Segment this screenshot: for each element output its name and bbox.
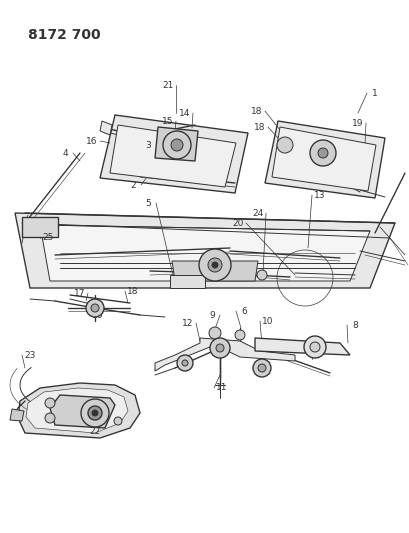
- Polygon shape: [172, 261, 257, 281]
- Polygon shape: [40, 225, 369, 281]
- Polygon shape: [100, 115, 247, 193]
- Text: 23: 23: [24, 351, 36, 359]
- Text: 9: 9: [209, 311, 214, 319]
- Text: 25: 25: [42, 233, 54, 243]
- Circle shape: [216, 344, 223, 352]
- Circle shape: [207, 258, 221, 272]
- Text: 3: 3: [145, 141, 151, 149]
- Circle shape: [252, 359, 270, 377]
- Circle shape: [114, 417, 122, 425]
- Polygon shape: [26, 388, 128, 433]
- Circle shape: [209, 327, 220, 339]
- Circle shape: [171, 139, 182, 151]
- Text: 14: 14: [179, 109, 190, 117]
- Polygon shape: [155, 338, 294, 371]
- Text: 15: 15: [162, 117, 173, 125]
- Text: 8: 8: [351, 320, 357, 329]
- Circle shape: [177, 355, 193, 371]
- Polygon shape: [22, 217, 58, 237]
- Circle shape: [198, 249, 230, 281]
- Circle shape: [86, 299, 104, 317]
- Text: 8172 700: 8172 700: [28, 28, 100, 42]
- Text: 5: 5: [145, 198, 151, 207]
- Text: 18: 18: [254, 123, 265, 132]
- Circle shape: [163, 131, 191, 159]
- Text: 4: 4: [62, 149, 67, 157]
- Text: 16: 16: [86, 136, 97, 146]
- Circle shape: [309, 140, 335, 166]
- Circle shape: [211, 262, 218, 268]
- Text: 22: 22: [89, 426, 100, 435]
- Circle shape: [91, 304, 99, 312]
- Text: 12: 12: [182, 319, 193, 327]
- Polygon shape: [155, 127, 198, 161]
- Circle shape: [303, 336, 325, 358]
- Circle shape: [81, 399, 109, 427]
- Text: 2: 2: [130, 181, 135, 190]
- Polygon shape: [170, 275, 204, 288]
- Text: 19: 19: [351, 118, 363, 127]
- Polygon shape: [110, 125, 236, 187]
- Text: 11: 11: [216, 384, 227, 392]
- Text: 20: 20: [232, 219, 243, 228]
- Circle shape: [45, 398, 55, 408]
- Text: 18: 18: [127, 287, 138, 295]
- Circle shape: [309, 342, 319, 352]
- Polygon shape: [18, 383, 139, 438]
- Text: 7: 7: [316, 346, 322, 356]
- Circle shape: [234, 330, 245, 340]
- Text: 16: 16: [92, 311, 103, 319]
- Text: 1: 1: [371, 88, 377, 98]
- Circle shape: [209, 338, 229, 358]
- Text: 13: 13: [313, 190, 325, 199]
- Text: 24: 24: [252, 208, 263, 217]
- Polygon shape: [254, 338, 349, 355]
- Text: 17: 17: [74, 288, 85, 297]
- Circle shape: [88, 406, 102, 420]
- Circle shape: [317, 148, 327, 158]
- Polygon shape: [271, 127, 375, 191]
- Text: 21: 21: [162, 80, 173, 90]
- Circle shape: [45, 413, 55, 423]
- Circle shape: [256, 270, 266, 280]
- Circle shape: [182, 360, 188, 366]
- Polygon shape: [100, 121, 112, 135]
- Circle shape: [92, 410, 98, 416]
- Text: 6: 6: [240, 306, 246, 316]
- Polygon shape: [50, 395, 115, 428]
- Polygon shape: [10, 409, 24, 421]
- Circle shape: [276, 137, 292, 153]
- Text: 10: 10: [262, 317, 273, 326]
- Circle shape: [257, 364, 265, 372]
- Text: 18: 18: [251, 107, 262, 116]
- Polygon shape: [15, 213, 394, 288]
- Polygon shape: [264, 121, 384, 198]
